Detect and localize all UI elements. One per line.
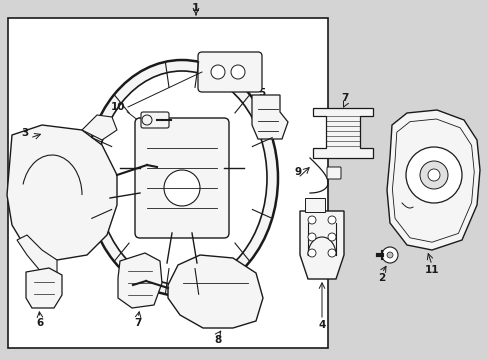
FancyBboxPatch shape [198,52,262,92]
Circle shape [307,249,315,257]
Circle shape [405,147,461,203]
Polygon shape [7,125,117,260]
Text: 7: 7 [134,318,142,328]
Polygon shape [82,115,117,140]
Text: 9: 9 [294,167,301,177]
Polygon shape [168,255,263,328]
Text: 4: 4 [318,320,325,330]
Circle shape [230,65,244,79]
Circle shape [163,170,200,206]
Text: 8: 8 [214,335,221,345]
FancyBboxPatch shape [141,112,169,128]
FancyBboxPatch shape [326,167,340,179]
Polygon shape [299,211,343,279]
Text: 3: 3 [21,128,29,138]
Polygon shape [17,235,57,273]
Circle shape [307,216,315,224]
Circle shape [210,65,224,79]
Bar [8,18,327,348]
Polygon shape [251,95,287,139]
Text: 7: 7 [341,93,348,103]
Polygon shape [386,110,479,250]
Polygon shape [312,108,372,158]
Circle shape [386,252,392,258]
Circle shape [142,115,152,125]
Polygon shape [26,268,62,308]
Text: 11: 11 [424,265,438,275]
Circle shape [327,233,335,241]
Text: 10: 10 [110,102,125,112]
Text: 2: 2 [378,273,385,283]
Circle shape [419,161,447,189]
Polygon shape [118,253,162,308]
Ellipse shape [97,71,266,285]
Circle shape [327,249,335,257]
Circle shape [427,169,439,181]
Ellipse shape [86,60,278,296]
Circle shape [307,233,315,241]
FancyBboxPatch shape [305,198,325,212]
Circle shape [381,247,397,263]
Circle shape [327,216,335,224]
Text: 6: 6 [36,318,43,328]
Text: 5: 5 [258,88,265,98]
FancyBboxPatch shape [135,118,228,238]
Text: 1: 1 [192,3,200,13]
